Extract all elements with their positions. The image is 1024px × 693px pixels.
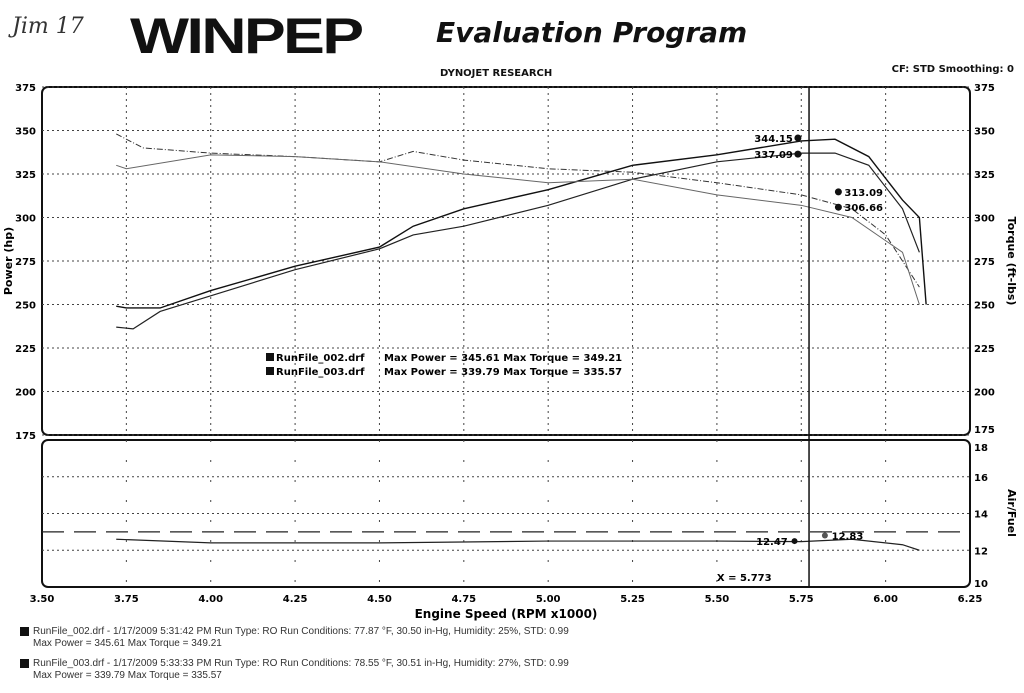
- run-002-max: Max Power = 345.61 Max Torque = 349.21: [33, 638, 222, 649]
- annotation-value: 344.15: [754, 134, 793, 145]
- y-right-axis-label: Torque (ft-lbs): [1005, 217, 1018, 306]
- y-left-tick-label: 175: [15, 431, 36, 442]
- x-tick-label: 6.00: [873, 594, 898, 605]
- series-power-RunFile_003-drf: [116, 152, 920, 330]
- x-tick-label: 4.75: [451, 594, 476, 605]
- annotation-marker: [791, 538, 798, 545]
- afr-tick-label: 14: [974, 510, 988, 521]
- y-left-tick-label: 250: [15, 301, 36, 312]
- y-right-tick-label: 325: [974, 170, 995, 181]
- y-right-tick-label: 375: [974, 83, 995, 94]
- y-right-tick-label: 350: [974, 127, 995, 138]
- afr-tick-label: 12: [974, 546, 988, 557]
- x-tick-label: 4.50: [367, 594, 392, 605]
- legend-text: Max Power = 345.61 Max Torque = 349.21: [384, 353, 622, 364]
- y-left-tick-label: 350: [15, 127, 36, 138]
- x-tick-label: 3.50: [30, 594, 55, 605]
- handwritten-note: Jim 17: [12, 14, 84, 39]
- x-tick-label: 6.25: [958, 594, 983, 605]
- annotation-marker: [794, 150, 802, 158]
- footer-run-003: RunFile_003.drf - 1/17/2009 5:33:33 PM R…: [20, 658, 569, 682]
- y-left-tick-label: 300: [15, 214, 36, 225]
- x-tick-label: 4.25: [283, 594, 308, 605]
- winpep-logo: WINPEP: [130, 8, 364, 64]
- y-right-tick-label: 250: [974, 301, 995, 312]
- legend-swatch: [266, 353, 274, 361]
- annotation-value: 306.66: [844, 203, 883, 214]
- y-left-axis-label: Power (hp): [2, 227, 15, 295]
- y-right-tick-label: 300: [974, 214, 995, 225]
- run-002-swatch: [20, 626, 29, 636]
- y-right-tick-label: 225: [974, 344, 995, 355]
- run-003-info: RunFile_003.drf - 1/17/2009 5:33:33 PM R…: [33, 658, 569, 669]
- x-axis-label: Engine Speed (RPM x1000): [415, 607, 598, 621]
- afr-tick-label: 18: [974, 443, 988, 454]
- run-003-max: Max Power = 339.79 Max Torque = 335.57: [33, 670, 222, 681]
- cursor-x-readout: X = 5.773: [717, 573, 772, 584]
- y-left-tick-label: 375: [15, 83, 36, 94]
- y-right-tick-label: 275: [974, 257, 995, 268]
- series-power-RunFile_002-drf: [116, 138, 927, 309]
- legend-text: Max Power = 339.79 Max Torque = 335.57: [384, 367, 622, 378]
- run-002-info: RunFile_002.drf - 1/17/2009 5:31:42 PM R…: [33, 626, 569, 637]
- annotation-marker: [821, 532, 828, 539]
- y-left-tick-label: 275: [15, 257, 36, 268]
- afr-axis-label: Air/Fuel: [1005, 489, 1018, 537]
- legend-file: RunFile_002.drf: [276, 353, 365, 364]
- settings-label: CF: STD Smoothing: 0: [891, 64, 1014, 75]
- program-title: Evaluation Program: [436, 16, 748, 49]
- legend-file: RunFile_003.drf: [276, 367, 365, 378]
- y-right-tick-label: 200: [974, 388, 995, 399]
- annotation-marker: [794, 134, 802, 142]
- x-tick-label: 5.75: [789, 594, 814, 605]
- company-name: DYNOJET RESEARCH: [440, 68, 553, 79]
- annotation-marker: [834, 188, 842, 196]
- afr-tick-label: 10: [974, 579, 988, 590]
- x-tick-label: 5.25: [620, 594, 645, 605]
- y-left-tick-label: 225: [15, 344, 36, 355]
- afr-tick-label: 16: [974, 473, 988, 484]
- run-003-swatch: [20, 658, 29, 668]
- annotation-value: 337.09: [754, 150, 793, 161]
- legend-swatch: [266, 367, 274, 375]
- series-torque-RunFile_003-drf: [116, 154, 920, 305]
- lower-plot-frame: [41, 439, 971, 588]
- y-left-tick-label: 200: [15, 388, 36, 399]
- y-right-tick-label: 175: [974, 425, 995, 436]
- annotation-value: 12.83: [832, 532, 864, 543]
- x-tick-label: 5.00: [536, 594, 561, 605]
- series-afr-RunFile_002-drf: [116, 538, 920, 551]
- annotation-value: 313.09: [844, 188, 883, 199]
- annotation-value: 12.47: [756, 537, 788, 548]
- annotation-marker: [834, 203, 842, 211]
- x-tick-label: 4.00: [198, 594, 223, 605]
- x-tick-label: 5.50: [705, 594, 730, 605]
- footer-run-002: RunFile_002.drf - 1/17/2009 5:31:42 PM R…: [20, 626, 569, 650]
- x-tick-label: 3.75: [114, 594, 139, 605]
- y-left-tick-label: 325: [15, 170, 36, 181]
- series-torque-RunFile_002-drf: [116, 133, 920, 288]
